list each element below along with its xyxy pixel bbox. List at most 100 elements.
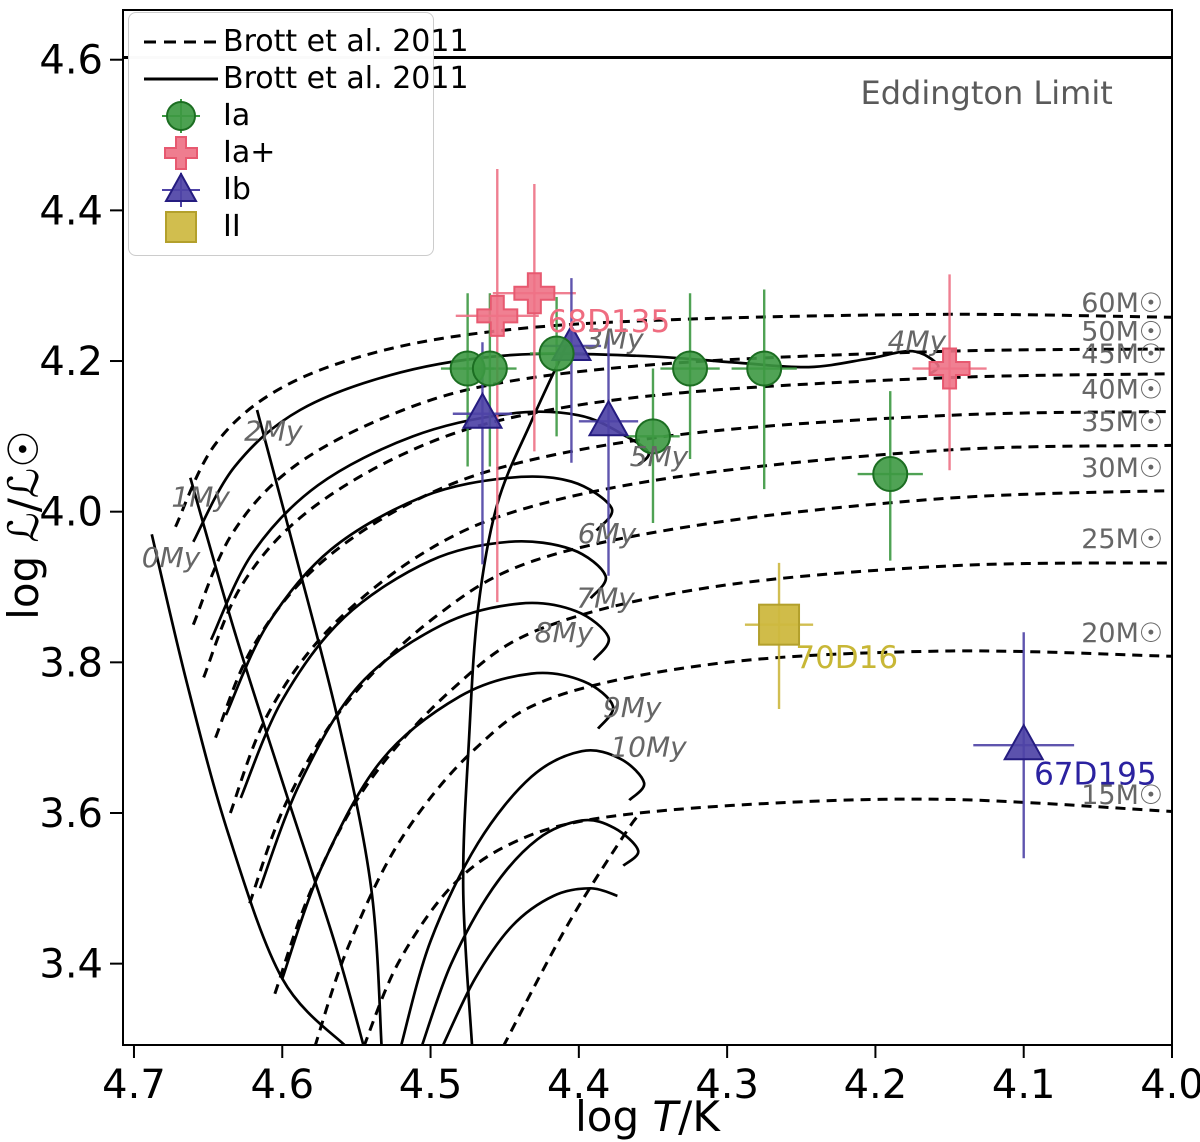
solid-track-2 [224,475,614,716]
y-tick-label-4.6: 4.6 [39,38,103,84]
age-label-4My: 4My [888,325,947,358]
legend-label: II [223,209,241,244]
marker-Ib-0 [461,391,504,429]
x-axis-title-post: /K [678,1092,720,1141]
mass-label-20M☉: 20M☉ [1081,618,1163,649]
dashed-track-30M☉ [248,489,1172,904]
eddington-limit-label: Eddington Limit [861,74,1113,112]
marker-Ia-2 [538,335,575,372]
y-tick-label-3.8: 3.8 [39,640,103,686]
age-label-9My: 9My [603,691,662,724]
solid-line-swatch-icon [139,60,223,98]
dashed-track-40M☉ [214,410,1172,739]
plus-marker-sample [164,135,198,170]
marker-Ib-2 [587,399,630,437]
marker-Ia-1 [471,350,508,387]
age-label-0My: 0My [142,541,201,574]
y-tick-label-4.4: 4.4 [39,188,103,234]
swatch-graphic [165,210,197,243]
legend-label: Ia [223,98,251,133]
x-axis-title-pre: log [575,1092,653,1141]
marker-Ia+-0 [476,294,519,337]
x-tick-label-4.1: 4.1 [992,1062,1056,1108]
annotation-70D16: 70D16 [795,640,898,676]
legend-label: Ia+ [223,135,276,170]
legend-label: Brott et al. 2011 [223,24,469,59]
legend-row-ii: II [139,208,421,245]
mass-label-40M☉: 40M☉ [1081,375,1163,406]
marker-Ia+-1 [513,272,556,315]
mass-label-25M☉: 25M☉ [1081,524,1163,555]
age-label-3My: 3My [585,322,644,355]
marker-Ia-5 [634,418,671,455]
x-tick-label-4.3: 4.3 [695,1062,759,1108]
legend-row-brott-dashed: Brott et al. 2011 [139,23,469,61]
circle-marker-sample [166,100,196,131]
mass-label-30M☉: 30M☉ [1081,453,1163,484]
mass-label-35M☉: 35M☉ [1081,407,1163,438]
x-tick-label-4.4: 4.4 [547,1062,611,1108]
x-axis-title: log T/K [123,1092,1172,1141]
mass-label-50M☉: 50M☉ [1081,317,1163,348]
dashed-line-swatch-icon [139,23,223,61]
x-tick-label-4.6: 4.6 [250,1062,314,1108]
legend-row-ib: Ib [139,171,421,208]
swatch-graphic [164,135,198,170]
marker-Ia+-2 [928,347,971,390]
dashed-track-25M☉ [273,561,1172,995]
annotation-68D135: 68D135 [548,304,671,340]
isochrone-1My [189,477,365,1045]
swatch-graphic [144,40,218,43]
solid-track-6 [399,749,646,1045]
plot-area [123,55,1172,1045]
mass-label-60M☉: 60M☉ [1081,288,1163,319]
legend: Brott et al. 2011 Brott et al. 2011 Ia I… [128,12,469,256]
swatch-graphic [144,77,218,80]
legend-row-ia-plus: Ia+ [139,134,421,171]
age-label-6My: 6My [578,517,637,550]
x-tick-label-4.2: 4.2 [844,1062,908,1108]
legend-label: Ib [223,172,251,207]
y-tick-label-4.2: 4.2 [39,339,103,385]
dashed-track-15M☉ [362,797,1172,1045]
isochrone-2My [255,409,383,1045]
annotation-67D195: 67D195 [1034,757,1157,793]
y-tick-label-3.6: 3.6 [39,791,103,837]
legend-row-ia: Ia [139,97,421,134]
marker-II-0 [758,603,801,646]
solid-track-4 [258,601,611,889]
square-marker-sample [165,210,197,243]
dashed-track-20M☉ [313,649,1172,1045]
age-label-7My: 7My [576,582,635,615]
solid-track-0 [192,349,940,543]
solid-track-3 [239,539,608,799]
x-tick-label-4.7: 4.7 [102,1062,166,1108]
isochrone-3My [461,343,569,1045]
isochrone-0My [150,533,347,1045]
marker-Ia-6 [872,456,909,493]
age-label-1My: 1My [171,481,230,514]
legend-row-brott-solid: Brott et al. 2011 [139,60,469,98]
y-tick-label-3.4: 3.4 [39,942,103,988]
solid-track-5 [280,671,615,980]
purple-triangle-swatch-icon [139,171,223,209]
x-tick-label-4.0: 4.0 [1140,1062,1200,1108]
mass-label-15M☉: 15M☉ [1081,780,1163,811]
marker-Ia-4 [746,350,783,387]
age-label-5My: 5My [630,440,689,473]
dashed-track-45M☉ [202,372,1172,678]
legend-label: Brott et al. 2011 [223,61,469,96]
solid-track-7 [420,818,640,1045]
x-axis-title-var: T [652,1092,679,1141]
plot-border [122,9,1173,1046]
solid-track-8 [441,886,618,1045]
swatch-graphic [162,171,200,207]
dashed-segment-0 [502,812,643,1045]
triangle-marker-sample [164,171,198,202]
yellow-square-swatch-icon [139,208,223,246]
age-label-8My: 8My [535,616,594,649]
x-tick-label-4.5: 4.5 [399,1062,463,1108]
pink-plus-swatch-icon [139,134,223,172]
